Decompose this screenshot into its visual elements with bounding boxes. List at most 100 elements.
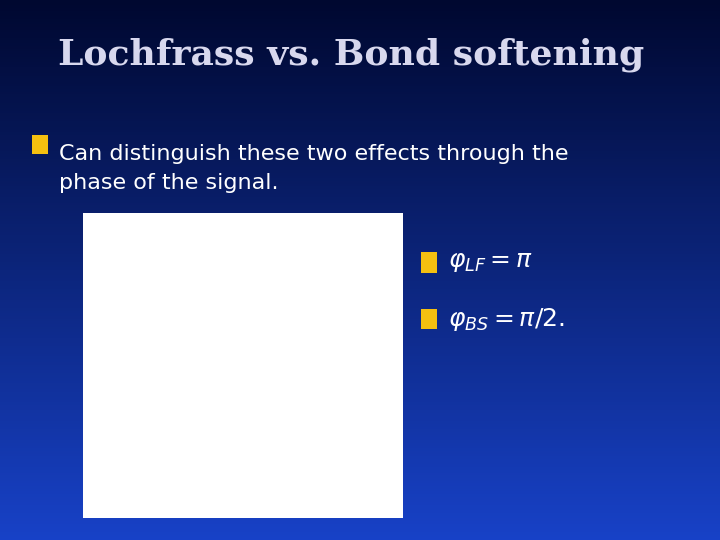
Bar [0, 394, 720, 397]
Bar [0, 202, 720, 205]
Bar [0, 300, 720, 302]
Bar [0, 273, 720, 275]
Bar [0, 332, 720, 335]
Bar [0, 516, 720, 518]
Bar [0, 343, 720, 346]
Bar [0, 267, 720, 270]
Bar [0, 421, 720, 424]
Bar [0, 532, 720, 535]
Bar [0, 424, 720, 427]
Bar [0, 378, 720, 381]
Bar [0, 335, 720, 338]
Bar [0, 157, 720, 159]
Bar [0, 135, 720, 138]
Bar [0, 248, 720, 251]
Bar [0, 213, 720, 216]
Bar [0, 494, 720, 497]
Bar [0, 251, 720, 254]
Bar [0, 497, 720, 500]
Bar [0, 16, 720, 19]
Bar [0, 189, 720, 192]
Bar [0, 405, 720, 408]
Bar [0, 111, 720, 113]
Bar [0, 138, 720, 140]
Text: Can distinguish these two effects through the: Can distinguish these two effects throug… [59, 144, 569, 164]
Bar [0, 197, 720, 200]
Bar [0, 456, 720, 459]
Bar [0, 397, 720, 400]
Bar [0, 81, 720, 84]
Bar [0, 240, 720, 243]
Bar [0, 22, 720, 24]
Bar [0, 159, 720, 162]
Bar [0, 8, 720, 11]
Bar [0, 489, 720, 491]
Bar [0, 254, 720, 256]
Bar [0, 192, 720, 194]
Bar [421, 309, 437, 329]
Bar [0, 224, 720, 227]
Bar [0, 440, 720, 443]
Bar [0, 130, 720, 132]
Bar [0, 472, 720, 475]
Bar [0, 392, 720, 394]
Bar [0, 122, 720, 124]
Bar [0, 5, 720, 8]
Bar [0, 327, 720, 329]
Bar [0, 173, 720, 176]
Bar [0, 265, 720, 267]
Bar [0, 208, 720, 211]
Bar [0, 491, 720, 494]
Bar [0, 27, 720, 30]
Bar [0, 500, 720, 502]
Bar [0, 49, 720, 51]
Bar [0, 119, 720, 122]
Bar [0, 230, 720, 232]
Bar [0, 348, 720, 351]
Bar [0, 370, 720, 373]
Bar [0, 346, 720, 348]
Bar [0, 446, 720, 448]
Bar [0, 243, 720, 246]
Bar [0, 89, 720, 92]
Bar [0, 40, 720, 43]
Bar [0, 35, 720, 38]
Bar [0, 448, 720, 451]
Bar [0, 105, 720, 108]
Bar [0, 451, 720, 454]
Bar [0, 73, 720, 76]
Bar [0, 221, 720, 224]
Bar [0, 413, 720, 416]
Bar [0, 313, 720, 316]
Bar [0, 176, 720, 178]
Bar [0, 302, 720, 305]
Bar [0, 219, 720, 221]
Bar [0, 51, 720, 54]
Bar [0, 338, 720, 340]
Bar [0, 356, 720, 359]
Bar [0, 486, 720, 489]
Bar [0, 281, 720, 284]
Bar [0, 184, 720, 186]
Bar [0, 235, 720, 238]
Bar [0, 205, 720, 208]
Text: phase of the signal.: phase of the signal. [59, 173, 279, 193]
Bar [0, 294, 720, 297]
Bar [0, 454, 720, 456]
Bar [0, 513, 720, 516]
Bar [0, 178, 720, 181]
Bar [0, 68, 720, 70]
Bar [0, 518, 720, 521]
Bar [0, 186, 720, 189]
Bar [0, 227, 720, 229]
Bar [0, 262, 720, 265]
Bar [0, 97, 720, 100]
Bar [0, 54, 720, 57]
Bar [0, 127, 720, 130]
Bar [0, 113, 720, 116]
Bar [0, 140, 720, 143]
Bar [0, 475, 720, 478]
Bar [0, 232, 720, 235]
Bar [0, 24, 720, 27]
Bar [0, 381, 720, 383]
